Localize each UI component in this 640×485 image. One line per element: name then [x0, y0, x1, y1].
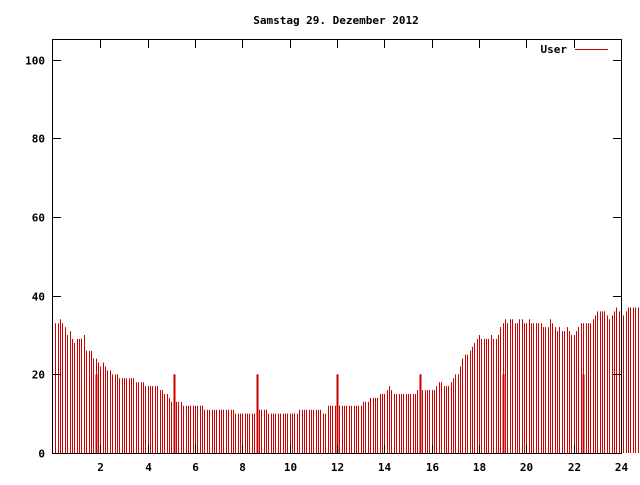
y-tick-label: 80 — [32, 133, 45, 146]
y-tick-label: 40 — [32, 291, 45, 304]
x-tick-label: 10 — [284, 461, 297, 474]
x-tick-label: 16 — [426, 461, 440, 474]
y-tick-label: 20 — [32, 369, 45, 382]
x-tick-label: 22 — [568, 461, 581, 474]
legend-label: User — [541, 43, 568, 56]
x-tick-label: 12 — [331, 461, 344, 474]
x-tick-label: 8 — [239, 461, 246, 474]
x-tick-label: 4 — [145, 461, 152, 474]
x-tick-label: 2 — [97, 461, 104, 474]
y-tick-label: 0 — [38, 448, 45, 461]
x-tick-label: 14 — [378, 461, 392, 474]
x-tick-label: 18 — [473, 461, 486, 474]
y-tick-label: 60 — [32, 212, 45, 225]
x-tick-label: 24 — [615, 461, 629, 474]
chart-title: Samstag 29. Dezember 2012 — [253, 14, 419, 27]
x-tick-label: 20 — [520, 461, 533, 474]
y-tick-label: 100 — [25, 55, 45, 68]
x-tick-label: 6 — [192, 461, 199, 474]
